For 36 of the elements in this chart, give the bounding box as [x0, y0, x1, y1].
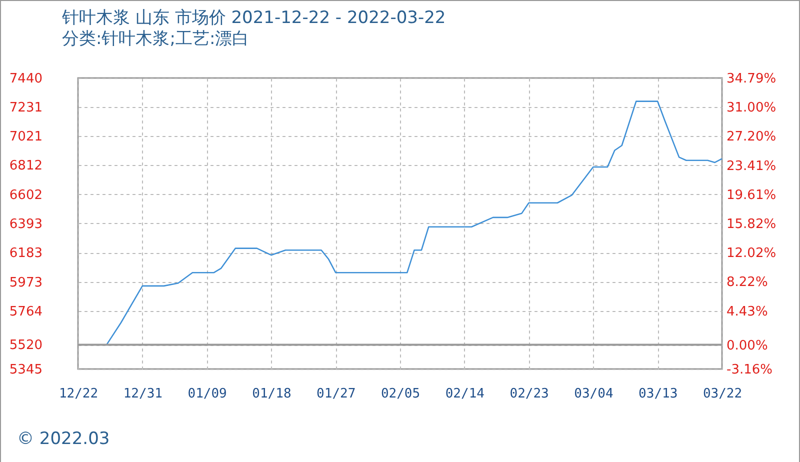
y2-tick-label: 8.22%	[726, 275, 768, 290]
x-tick-label: 02/05	[380, 386, 420, 402]
y2-tick-label: -3.16%	[726, 362, 772, 378]
x-tick-label: 01/18	[252, 386, 292, 402]
text: © 2022.03	[17, 429, 110, 449]
y-tick-label: 5973	[9, 275, 42, 290]
x-tick-label: 12/22	[58, 386, 98, 402]
x-tick-label: 12/31	[123, 386, 162, 402]
y-tick-label: 6393	[9, 216, 42, 232]
y-tick-label: 5345	[9, 362, 42, 378]
x-tick-label: 01/09	[188, 386, 227, 402]
y2-tick-label: 12.02%	[726, 246, 776, 262]
y-tick-label: 7440	[9, 72, 42, 86]
y2-tick-label: 23.41%	[726, 158, 776, 174]
y-tick-label: 6812	[9, 158, 42, 174]
y2-tick-label: 34.79%	[726, 72, 776, 86]
y2-tick-label: 15.82%	[726, 216, 776, 232]
y-tick-label: 5520	[9, 338, 42, 354]
y2-tick-label: 4.43%	[726, 304, 768, 320]
y-tick-label: 7231	[9, 100, 42, 116]
y2-tick-label: 31.00%	[726, 100, 776, 116]
y-tick-label: 6183	[9, 246, 42, 262]
y-tick-label: 6602	[9, 188, 42, 203]
y-tick-label: 7021	[9, 130, 42, 145]
y2-tick-label: 0.00%	[726, 338, 768, 354]
x-tick-label: 02/14	[445, 386, 485, 402]
chart-title: 针叶木浆 山东 市场价 2021-12-22 - 2022-03-22	[61, 8, 446, 28]
x-tick-label: 03/13	[638, 386, 678, 402]
x-tick-label: 01/27	[316, 386, 356, 402]
chart-subtitle: 分类:针叶木浆;工艺:漂白	[62, 29, 250, 49]
y2-tick-label: 27.20%	[726, 130, 776, 145]
y2-tick-label: 19.61%	[726, 188, 776, 203]
y-tick-label: 5764	[9, 304, 42, 320]
x-tick-label: 03/04	[574, 386, 614, 402]
x-tick-label: 02/23	[510, 386, 549, 402]
x-tick-label: 03/22	[702, 386, 742, 402]
